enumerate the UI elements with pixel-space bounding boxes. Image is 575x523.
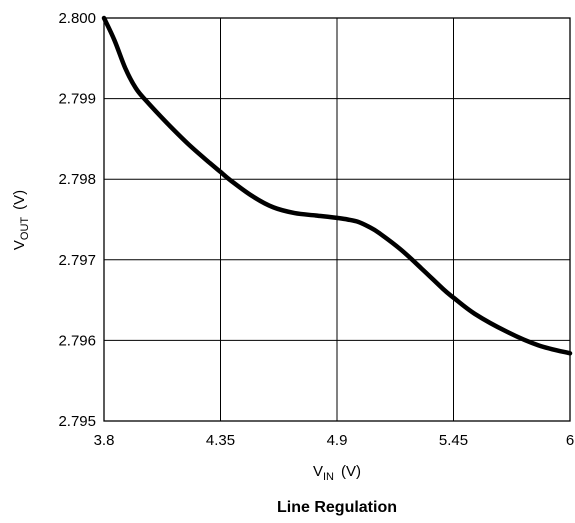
x-axis-label: VIN (V) bbox=[313, 463, 361, 483]
x-tick-label: 3.8 bbox=[94, 432, 115, 449]
plot-frame bbox=[103, 17, 571, 422]
y-tick-label: 2.796 bbox=[58, 332, 96, 349]
x-tick-label: 6 bbox=[566, 432, 574, 449]
x-tick-label: 5.45 bbox=[439, 432, 468, 449]
y-axis-label-sub: OUT bbox=[19, 217, 31, 241]
y-tick-label: 2.798 bbox=[58, 171, 96, 188]
y-tick-label: 2.800 bbox=[58, 10, 96, 27]
y-axis-label-main: V bbox=[11, 240, 28, 250]
y-tick-label: 2.795 bbox=[58, 413, 96, 430]
x-axis-label-unit: (V) bbox=[341, 463, 361, 480]
x-axis-label-sub: IN bbox=[323, 471, 334, 483]
y-axis-label: VOUT (V) bbox=[11, 190, 31, 250]
y-axis-label-unit: (V) bbox=[11, 190, 28, 210]
x-tick-label: 4.35 bbox=[206, 432, 235, 449]
x-tick-label: 4.9 bbox=[327, 432, 348, 449]
grid-lines bbox=[104, 18, 570, 421]
series-line-vout bbox=[101, 15, 573, 356]
chart-title: Line Regulation bbox=[277, 499, 397, 516]
y-tick-label: 2.797 bbox=[58, 252, 96, 269]
y-axis-ticks: 2.795 2.796 2.797 2.798 2.799 2.800 bbox=[58, 10, 96, 430]
y-tick-label: 2.799 bbox=[58, 91, 96, 108]
x-axis-ticks: 3.8 4.35 4.9 5.45 6 bbox=[94, 432, 575, 449]
x-axis-label-main: V bbox=[313, 463, 323, 480]
